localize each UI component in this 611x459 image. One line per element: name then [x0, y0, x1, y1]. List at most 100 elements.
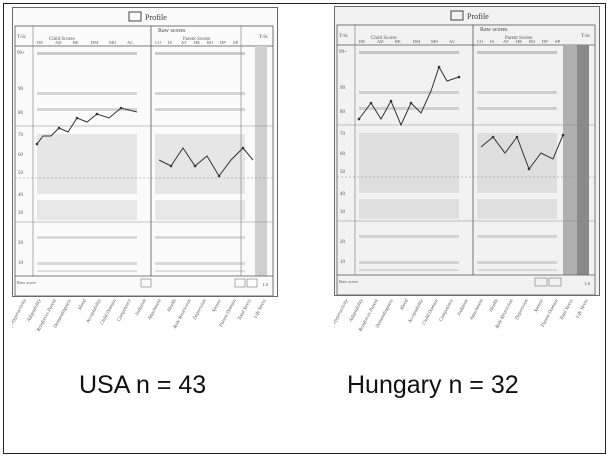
- total-label: LS: [263, 282, 269, 287]
- raw-scores-heading: Raw scores: [480, 27, 508, 33]
- col-header: AC: [127, 40, 133, 45]
- row-label: 20: [340, 240, 346, 245]
- domain-label: Adaptability: [26, 298, 43, 324]
- total-label: LS: [585, 281, 591, 286]
- col-header: AC: [449, 39, 455, 44]
- domain-label: Mood: [399, 298, 410, 312]
- life-stress-band: [577, 45, 589, 275]
- domain-label: Total Stress: [559, 299, 574, 322]
- domain-label: Competence: [117, 298, 133, 323]
- row-label: 20: [18, 241, 24, 246]
- col-header: AD: [55, 40, 62, 45]
- raw-score-label: Raw score: [17, 280, 36, 285]
- col-header: AD: [377, 39, 384, 44]
- domain-label: Spouse: [534, 298, 545, 314]
- col-header: AT: [503, 39, 509, 44]
- col-header: DP: [542, 39, 548, 44]
- parent-scores-label: Parent Scores: [505, 36, 532, 41]
- domain-label: Health: [166, 298, 178, 314]
- row-label: 40: [340, 192, 346, 197]
- domain-label: Depression: [514, 298, 530, 322]
- t-score-label-right: T-Sc: [259, 35, 269, 40]
- col-header: RE: [73, 40, 79, 45]
- col-header: MO: [109, 40, 117, 45]
- row-label: 70: [18, 133, 24, 138]
- profile-trace-hungary: [358, 65, 460, 127]
- domain-label: Distractibility/Hyperactivity: [334, 298, 350, 352]
- row-label: 80: [18, 111, 24, 116]
- score-grid-texture: [37, 52, 245, 272]
- total-stress-band: [563, 45, 577, 275]
- life-stress-band: [255, 46, 267, 276]
- domain-label: Isolation: [135, 298, 148, 317]
- col-header: DP: [220, 40, 226, 45]
- child-scores-label: Child Scores: [49, 37, 75, 42]
- domain-label: Child Domain: [100, 298, 118, 326]
- profile-scan-hungary: Profile Raw scores Child Scores Parent S…: [334, 6, 600, 296]
- domain-label: Spouse: [212, 298, 223, 314]
- domain-label: Life Stress: [575, 299, 590, 321]
- row-label: 60: [18, 153, 24, 158]
- row-label: 70: [340, 132, 346, 137]
- profile-trace-hungary-parent: [480, 134, 564, 171]
- raw-scores-heading: Raw scores: [158, 28, 186, 34]
- profile-logo-icon: [128, 11, 142, 22]
- row-label: 99+: [17, 51, 25, 56]
- domain-label: Distractibility/Hyperactivity: [12, 298, 28, 352]
- score-grid-texture: [359, 51, 557, 271]
- profile-title: Profile: [467, 12, 489, 21]
- row-label: 90: [340, 86, 346, 91]
- col-header: DE: [359, 39, 365, 44]
- col-header: DM: [413, 39, 420, 44]
- domain-labels-hungary: Distractibility/HyperactivityAdaptabilit…: [334, 298, 590, 352]
- col-header: SP: [555, 39, 561, 44]
- col-header: IS: [168, 40, 172, 45]
- row-label: 50: [18, 171, 24, 176]
- col-header: IS: [490, 39, 494, 44]
- raw-score-label: Raw score: [339, 279, 358, 284]
- col-header: CO: [155, 40, 162, 45]
- row-label: 30: [18, 211, 24, 216]
- col-header: HE: [516, 39, 522, 44]
- profile-trace-usa-parent: [158, 147, 254, 177]
- col-header: CO: [477, 39, 484, 44]
- profile-title: Profile: [145, 13, 167, 22]
- slide: Profile Raw scores Child Scores Parent S…: [3, 3, 606, 454]
- domain-label: Isolation: [457, 298, 470, 317]
- col-header: DE: [37, 40, 43, 45]
- col-header: DM: [91, 40, 98, 45]
- domain-label: Competence: [439, 298, 455, 323]
- domain-label: Attachment: [469, 298, 485, 322]
- col-header: RO: [207, 40, 214, 45]
- row-label: 50: [340, 170, 346, 175]
- row-label: 10: [18, 261, 24, 266]
- row-label: 10: [340, 260, 346, 265]
- col-header: HE: [194, 40, 200, 45]
- col-header: RE: [395, 39, 401, 44]
- col-header: SP: [233, 40, 239, 45]
- domain-label: Mood: [77, 298, 88, 312]
- domain-label: Depression: [192, 298, 208, 322]
- row-label: 99+: [339, 50, 347, 55]
- t-score-label-left: T-Sc: [17, 35, 27, 40]
- row-label: 30: [340, 210, 346, 215]
- profile-scan-usa: Profile Raw scores Child Scores Parent S…: [12, 7, 278, 297]
- domain-label: Adaptability: [348, 298, 365, 324]
- profile-logo-icon: [450, 10, 464, 21]
- caption-usa: USA n = 43: [79, 371, 207, 399]
- caption-hungary: Hungary n = 32: [347, 371, 519, 399]
- child-scores-label: Child Scores: [371, 36, 397, 41]
- row-label: 60: [340, 152, 346, 157]
- col-header: AT: [181, 40, 187, 45]
- t-score-label-left: T-Sc: [339, 34, 349, 39]
- parent-scores-label: Parent Scores: [183, 37, 210, 42]
- domain-labels-usa: Distractibility/HyperactivityAdaptabilit…: [12, 298, 268, 352]
- col-header: MO: [431, 39, 439, 44]
- row-label: 80: [340, 110, 346, 115]
- domain-label: Health: [488, 298, 500, 314]
- domain-label: Attachment: [147, 298, 163, 322]
- col-header: RO: [529, 39, 536, 44]
- domain-label: Child Domain: [422, 298, 440, 326]
- domain-label: Total Stress: [237, 299, 252, 322]
- domain-label: Life Stress: [253, 299, 268, 321]
